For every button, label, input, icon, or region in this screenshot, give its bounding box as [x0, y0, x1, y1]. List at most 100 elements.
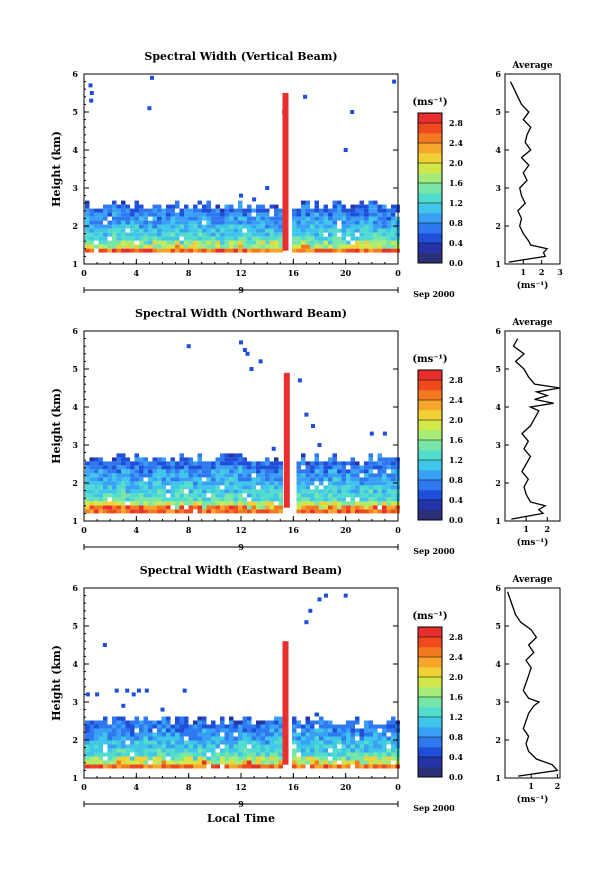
- heatmap-cell: [188, 461, 193, 466]
- heatmap-cell: [305, 224, 310, 229]
- heatmap-cell: [179, 497, 184, 502]
- heatmap-cell: [143, 248, 148, 253]
- heatmap-cell: [107, 493, 112, 498]
- heatmap-cell: [148, 224, 153, 229]
- heatmap-cell: [256, 489, 261, 494]
- heatmap-cell: [197, 481, 202, 486]
- heatmap-cell: [116, 509, 121, 514]
- heatmap-cell: [265, 736, 270, 741]
- average-profile-line: [506, 591, 559, 777]
- heatmap-cell: [292, 748, 297, 753]
- heatmap-cell: [152, 724, 157, 729]
- heatmap-cell: [382, 228, 387, 233]
- heatmap-cell: [265, 748, 270, 753]
- heatmap-cell: [94, 724, 99, 729]
- average-title: Average: [511, 61, 552, 71]
- heatmap-cell: [319, 465, 324, 470]
- heatmap-cell: [238, 477, 243, 482]
- heatmap-cell: [229, 736, 234, 741]
- heatmap-cell: [175, 756, 180, 761]
- heatmap-cell: [121, 473, 126, 478]
- heatmap-cell: [157, 732, 162, 737]
- heatmap-cell: [310, 756, 315, 761]
- heatmap-cell: [251, 220, 256, 225]
- heatmap-cell: [94, 728, 99, 733]
- heatmap-cell: [355, 228, 360, 233]
- heatmap-cell: [386, 220, 391, 225]
- heatmap-cell: [373, 748, 378, 753]
- heatmap-cell: [238, 220, 243, 225]
- heatmap-cell: [301, 497, 306, 502]
- heatmap-cell: [310, 224, 315, 229]
- heatmap-cell: [359, 477, 364, 482]
- heatmap-cell: [269, 465, 274, 470]
- heatmap-cell: [224, 240, 229, 245]
- heatmap-cell: [206, 497, 211, 502]
- heatmap-cell: [332, 220, 337, 225]
- heatmap-cell: [350, 473, 355, 478]
- heatmap-cell: [125, 764, 130, 769]
- heatmap-cell: [103, 724, 108, 729]
- heatmap-cell: [157, 216, 162, 221]
- heatmap-cell: [202, 736, 207, 741]
- heatmap-cell: [269, 736, 274, 741]
- heatmap-cell: [193, 752, 198, 757]
- heatmap-cell: [359, 212, 364, 217]
- heatmap-cell: [161, 716, 166, 721]
- heatmap-cell: [143, 212, 148, 217]
- heatmap-cell: [152, 752, 157, 757]
- heatmap-cell: [148, 228, 153, 233]
- heatmap-cell: [157, 477, 162, 482]
- heatmap-cell: [238, 457, 243, 462]
- heatmap-cell: [341, 477, 346, 482]
- heatmap-cell: [193, 748, 198, 753]
- heatmap-cell: [350, 736, 355, 741]
- colorbar-segment: [418, 657, 442, 668]
- heatmap-cell: [229, 228, 234, 233]
- heatmap-cell: [256, 208, 261, 213]
- heatmap-cell: [373, 744, 378, 749]
- heatmap-cell: [341, 732, 346, 737]
- heatmap-cell: [341, 248, 346, 253]
- heatmap-cell: [121, 477, 126, 482]
- heatmap-cell: [296, 748, 301, 753]
- heatmap-cell: [346, 740, 351, 745]
- heatmap-cell: [256, 736, 261, 741]
- heatmap-cell: [161, 477, 166, 482]
- heatmap-cell: [346, 505, 351, 510]
- heatmap-cell: [319, 469, 324, 474]
- colorbar-segment: [418, 647, 442, 658]
- heatmap-cell: [382, 724, 387, 729]
- heatmap-cell: [323, 720, 328, 725]
- heatmap-cell: [170, 493, 175, 498]
- heatmap-cell: [143, 493, 148, 498]
- heatmap-cell: [341, 204, 346, 209]
- heatmap-cell: [382, 240, 387, 245]
- heatmap-cell: [125, 724, 130, 729]
- heatmap-cell: [184, 756, 189, 761]
- heatmap-cell: [224, 453, 229, 458]
- heatmap-cell: [260, 497, 265, 502]
- colorbar-segment: [418, 223, 442, 234]
- heatmap-cell: [103, 501, 108, 506]
- heatmap-cell: [346, 220, 351, 225]
- heatmap-cell: [377, 212, 382, 217]
- heatmap-cell: [251, 509, 256, 514]
- heatmap-cell: [314, 493, 319, 498]
- heatmap-cell: [265, 228, 270, 233]
- heatmap-cell: [238, 720, 243, 725]
- heatmap-cell: [98, 212, 103, 217]
- heatmap-cell: [332, 465, 337, 470]
- heatmap-cell: [328, 477, 333, 482]
- heatmap-cell: [260, 485, 265, 490]
- heatmap-cell: [188, 752, 193, 757]
- heatmap-cell: [319, 493, 324, 498]
- heatmap-cell: [166, 764, 171, 769]
- heatmap-cell: [139, 457, 144, 462]
- heatmap-cell: [152, 228, 157, 233]
- average-x-tick-label: 1: [523, 524, 529, 534]
- heatmap-cell: [238, 489, 243, 494]
- heatmap-cell: [157, 232, 162, 237]
- heatmap-cell: [98, 224, 103, 229]
- colorbar-segment: [418, 123, 442, 134]
